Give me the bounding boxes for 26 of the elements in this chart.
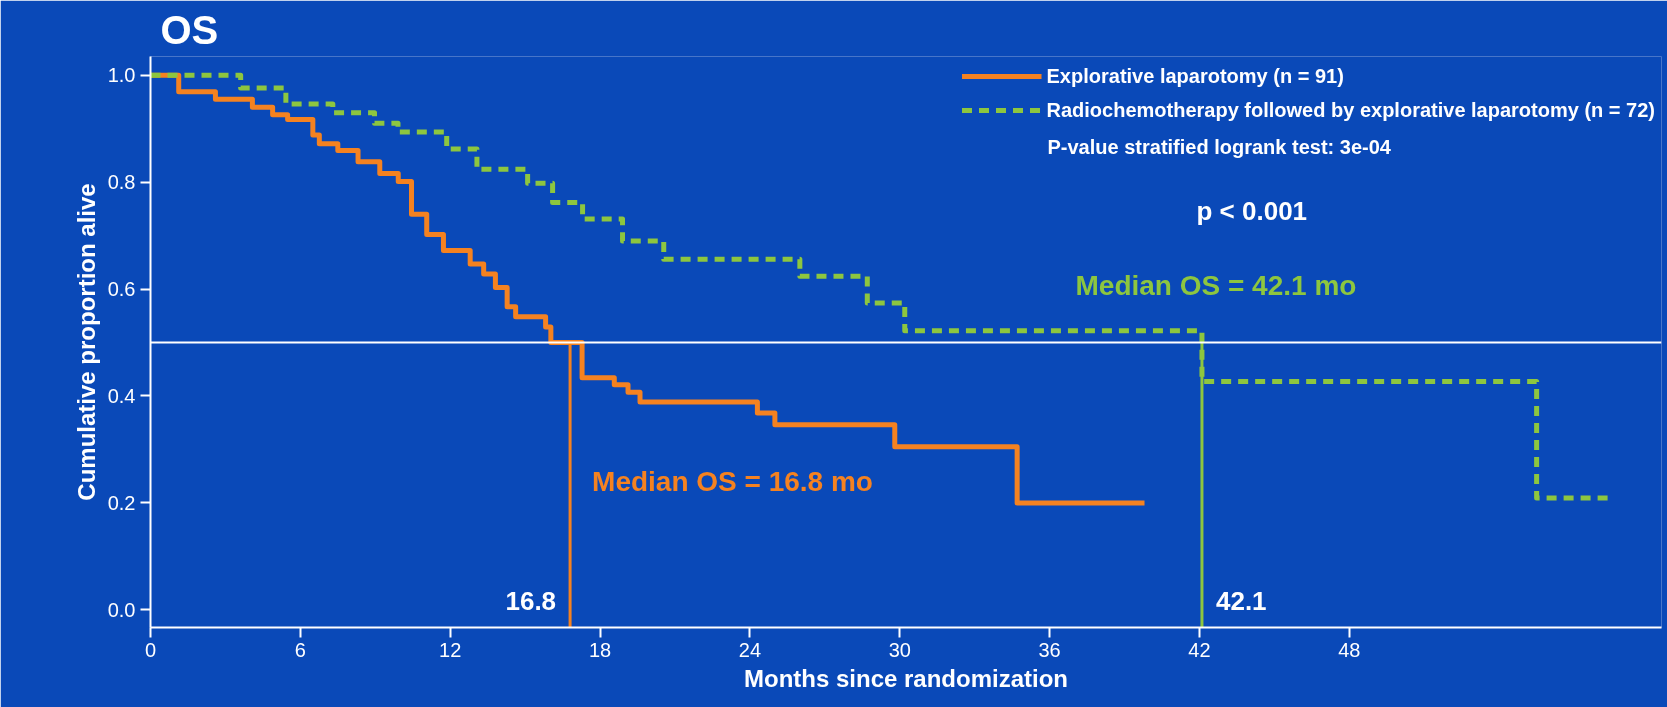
- y-tick-label: 0.0: [107, 598, 136, 621]
- ref-line-label: 42.1: [1215, 585, 1267, 616]
- y-tick-label: 0.6: [107, 278, 136, 301]
- x-tick-label: 48: [1338, 638, 1361, 661]
- y-tick-label: 1.0: [107, 64, 136, 87]
- ref-line-label: 16.8: [505, 585, 557, 616]
- x-tick-label: 12: [439, 638, 462, 661]
- y-tick-label: 0.2: [107, 491, 136, 514]
- x-tick-label: 24: [738, 638, 762, 661]
- annotation: p < 0.001: [1196, 195, 1308, 226]
- annotation: P-value stratified logrank test: 3e-04: [1047, 135, 1392, 158]
- chart-title: OS: [160, 7, 219, 52]
- x-tick-label: 42: [1188, 638, 1211, 661]
- legend-label: Explorative laparotomy (n = 91): [1046, 63, 1344, 89]
- y-tick-label: 0.4: [107, 385, 136, 407]
- x-tick-label: 30: [888, 638, 911, 661]
- y-tick-label: 0.8: [107, 171, 136, 194]
- x-tick-label: 0: [144, 638, 157, 661]
- annotation: Median OS = 16.8 mo: [592, 466, 873, 498]
- legend-label: Radiochemotherapy followed by explorative laparotomy (n = 72): [1046, 97, 1655, 123]
- annotation: Median OS = 42.1 mo: [1075, 269, 1357, 301]
- x-tick-label: 36: [1038, 638, 1061, 661]
- x-tick-label: 6: [294, 638, 306, 661]
- x-tick-label: 18: [588, 638, 612, 661]
- y-axis-title: Cumulative proportion alive: [72, 183, 100, 501]
- x-axis-title: Months since randomization: [743, 664, 1069, 692]
